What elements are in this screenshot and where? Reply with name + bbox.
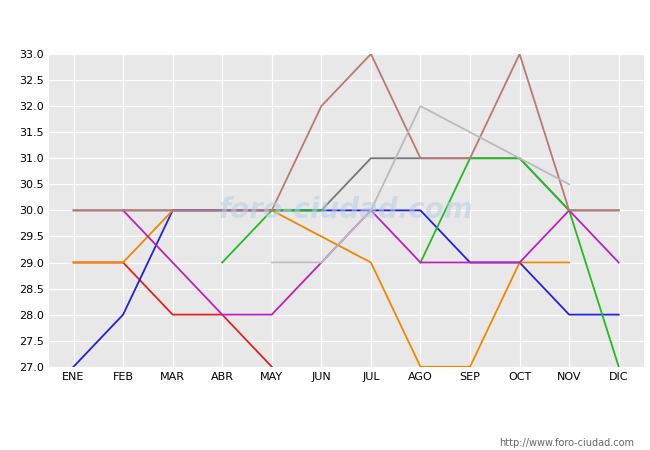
Text: http://www.foro-ciudad.com: http://www.foro-ciudad.com (499, 438, 634, 448)
Text: foro-ciudad.com: foro-ciudad.com (219, 196, 473, 225)
Text: Afiliados en Muñico a 31/5/2024: Afiliados en Muñico a 31/5/2024 (192, 14, 458, 33)
